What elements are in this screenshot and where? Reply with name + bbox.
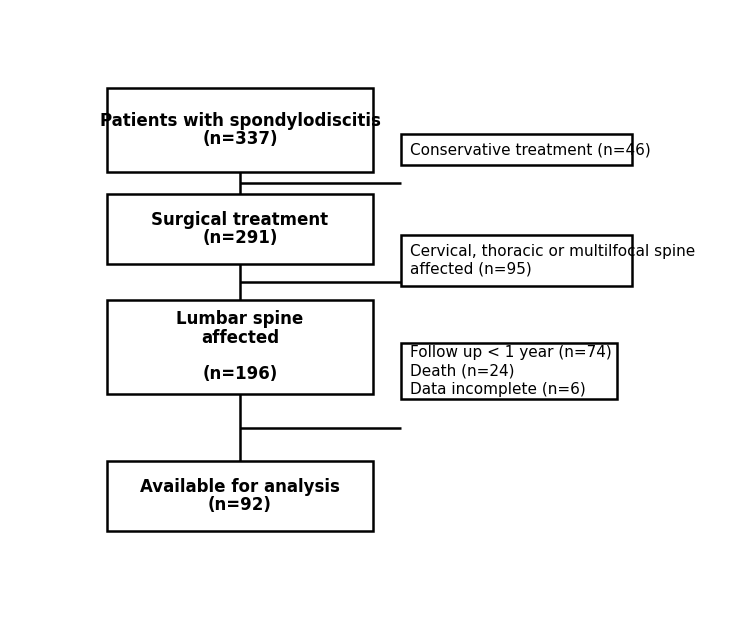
Text: (n=337): (n=337): [202, 131, 278, 149]
Text: Lumbar spine: Lumbar spine: [176, 311, 304, 329]
Text: (n=92): (n=92): [208, 496, 272, 514]
Text: Data incomplete (n=6): Data incomplete (n=6): [410, 382, 586, 397]
FancyBboxPatch shape: [107, 461, 373, 531]
Text: Surgical treatment: Surgical treatment: [152, 211, 329, 229]
Text: (n=291): (n=291): [202, 229, 278, 247]
FancyBboxPatch shape: [402, 134, 632, 165]
Text: Conservative treatment (n=46): Conservative treatment (n=46): [410, 142, 651, 157]
Text: affected (n=95): affected (n=95): [410, 262, 532, 277]
Text: Patients with spondylodiscitis: Patients with spondylodiscitis: [100, 112, 380, 130]
FancyBboxPatch shape: [401, 343, 618, 399]
Text: Death (n=24): Death (n=24): [410, 364, 514, 379]
Text: affected: affected: [201, 329, 279, 347]
FancyBboxPatch shape: [107, 194, 373, 264]
FancyBboxPatch shape: [402, 235, 632, 286]
Text: (n=196): (n=196): [202, 366, 278, 383]
Text: Available for analysis: Available for analysis: [140, 478, 340, 496]
FancyBboxPatch shape: [107, 88, 373, 172]
Text: Follow up < 1 year (n=74): Follow up < 1 year (n=74): [410, 345, 612, 360]
Text: Cervical, thoracic or multilfocal spine: Cervical, thoracic or multilfocal spine: [410, 244, 696, 259]
FancyBboxPatch shape: [107, 300, 373, 394]
